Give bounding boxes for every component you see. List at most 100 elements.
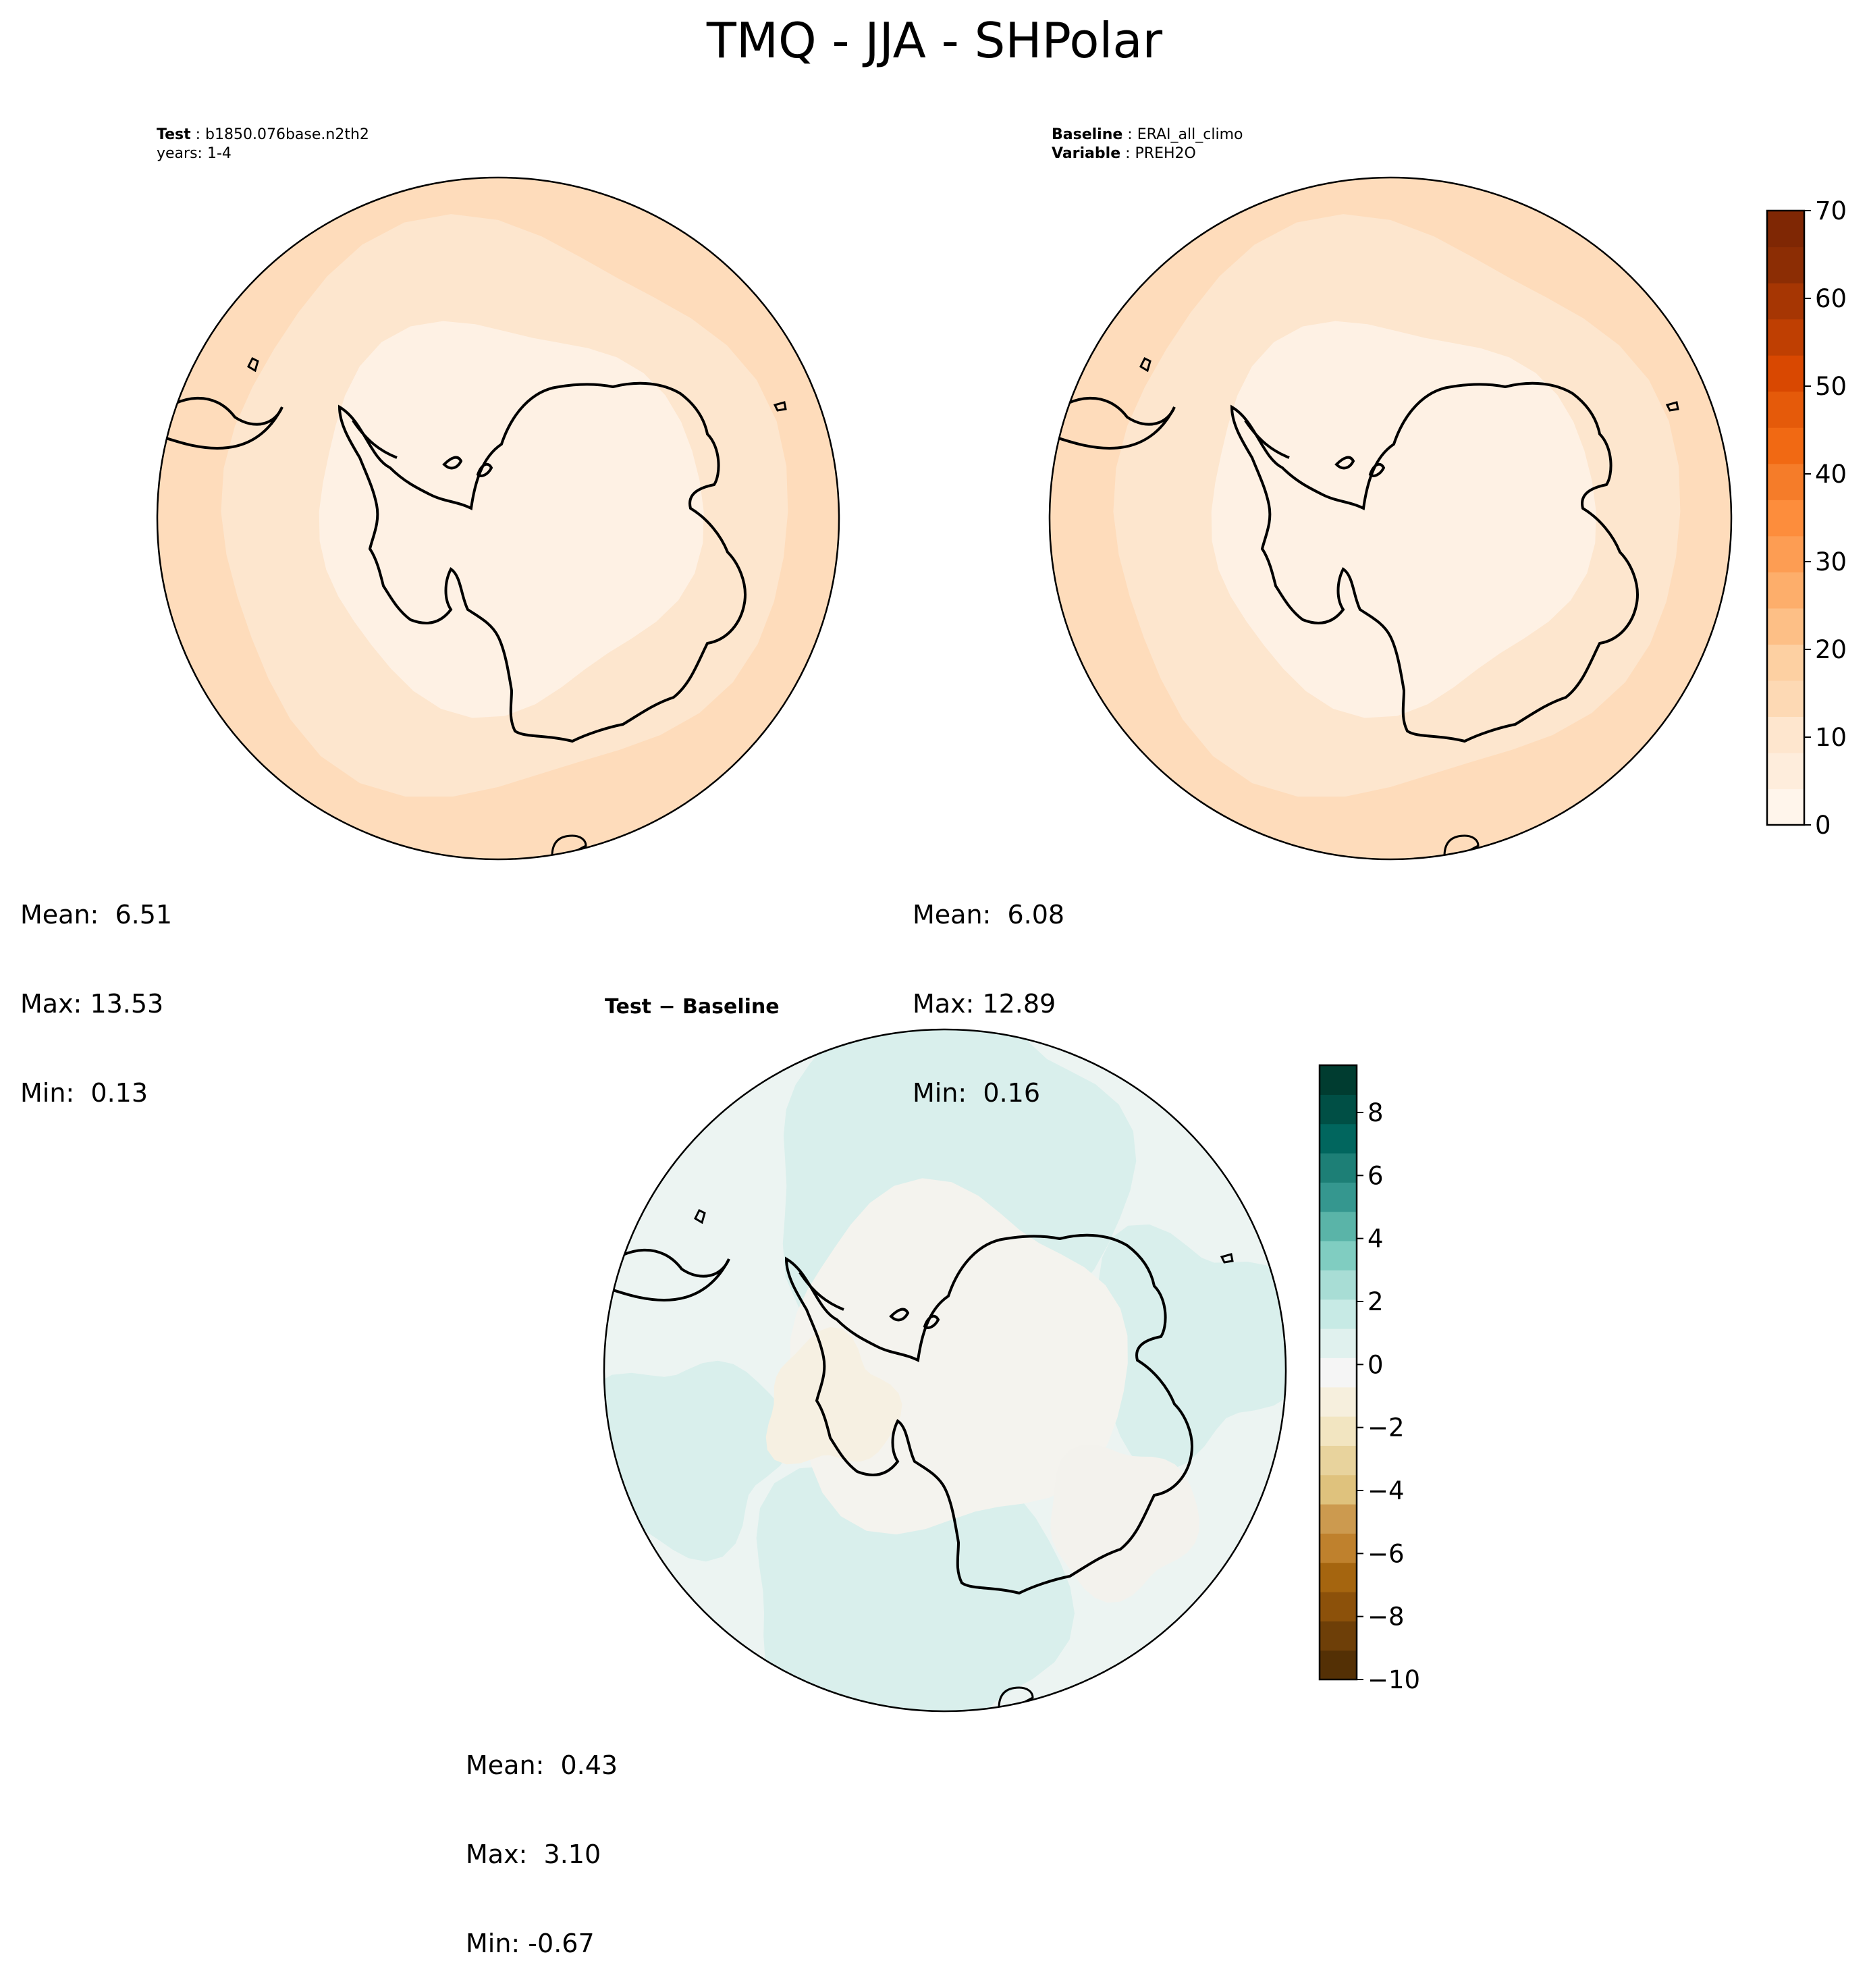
test-label-key: Test [157,126,191,143]
difference-colorbar-tick-label: −2 [1367,1414,1405,1443]
absolute-colorbar-segment [1767,788,1804,826]
difference-colorbar-frame [1318,1064,1358,1681]
test-label-value: b1850.076base.n2th2 [205,126,369,143]
difference-colorbar-segment [1320,1445,1357,1476]
baseline-stats: Mean: 6.08 Max: 12.89 Min: 0.16 [913,840,1064,1137]
difference-south-america-tip [604,1248,730,1301]
difference-island-1 [694,1208,706,1225]
difference-colorbar-segment [1320,1270,1357,1300]
absolute-colorbar-segment [1767,463,1804,500]
baseline-map [1050,178,1731,859]
absolute-colorbar-segment [1767,535,1804,572]
difference-colorbar-tick-label: 2 [1367,1287,1384,1316]
difference-colorbar-tick-label: 0 [1367,1350,1384,1379]
absolute-colorbar-segment [1767,319,1804,356]
difference-field-east [1087,1224,1286,1472]
difference-stats: Mean: 0.43 Max: 3.10 Min: -0.67 [466,1691,618,1988]
baseline-label-sep: : [1122,126,1137,143]
absolute-colorbar-segment [1767,752,1804,790]
absolute-colorbar-segment [1767,246,1804,284]
test-label-sep: : [190,126,206,143]
difference-island-2 [1220,1253,1234,1264]
difference-colorbar-segment [1320,1621,1357,1651]
test-map [157,178,839,859]
difference-map [604,1029,1286,1711]
baseline-label: Baseline : ERAI_all_climo Variable : PRE… [1052,126,1243,163]
difference-colorbar-segment [1320,1474,1357,1505]
baseline-south-america-tip [1050,396,1176,450]
difference-title: Test − Baseline [605,995,780,1019]
absolute-colorbar-segment [1767,391,1804,428]
difference-stat-max: Max: 3.10 [466,1839,601,1869]
absolute-colorbar-tick-label: 70 [1815,196,1847,225]
absolute-colorbar-segment [1767,608,1804,645]
difference-map-boundary [603,1028,1287,1713]
test-years: years: 1-4 [157,145,232,162]
absolute-colorbar-segment [1767,211,1804,248]
difference-colorbar-segment [1320,1592,1357,1621]
difference-colorbar-segment [1320,1153,1357,1183]
difference-colorbar-tick-label: −6 [1367,1539,1405,1568]
test-south-america-tip [157,396,283,450]
absolute-colorbar-tick-label: 50 [1815,372,1847,401]
absolute-colorbar-frame [1766,209,1806,826]
test-field-inner [319,321,704,718]
difference-colorbar-segment [1320,1533,1357,1563]
figure-title: TMQ - JJA - SHPolar [706,12,1163,69]
absolute-colorbar-tick-label: 20 [1815,635,1847,664]
difference-colorbar-segment [1320,1504,1357,1534]
difference-field-south [756,1466,1075,1711]
baseline-field-inner [1211,321,1596,718]
baseline-stat-mean: Mean: 6.08 [913,900,1065,930]
absolute-colorbar-segment [1767,427,1804,464]
absolute-colorbar-tick-label: 60 [1815,284,1847,313]
test-stat-max: Max: 13.53 [20,989,164,1019]
difference-colorbar-segment [1320,1650,1357,1680]
difference-colorbar-segment [1320,1562,1357,1592]
baseline-label-key: Baseline [1052,126,1123,143]
absolute-colorbar-tick-label: 30 [1815,547,1847,576]
difference-colorbar-segment [1320,1358,1357,1388]
difference-colorbar-segment [1320,1241,1357,1270]
baseline-label-value: ERAI_all_climo [1137,126,1243,143]
baseline-stat-max: Max: 12.89 [913,989,1056,1019]
absolute-colorbar-segment [1767,644,1804,681]
test-stats: Mean: 6.51 Max: 13.53 Min: 0.13 [20,840,172,1137]
absolute-colorbar-tick-label: 40 [1815,460,1847,489]
difference-colorbar-tick-label: 8 [1367,1098,1384,1127]
absolute-colorbar-segment [1767,355,1804,392]
difference-colorbar-segment [1320,1065,1357,1095]
difference-colorbar-tick-label: 6 [1367,1161,1384,1190]
absolute-colorbar-tick-label: 0 [1815,811,1831,840]
absolute-colorbar-segment [1767,716,1804,753]
difference-colorbar-tick-label: −4 [1367,1476,1405,1505]
difference-colorbar-segment [1320,1416,1357,1446]
baseline-variable-key: Variable [1052,145,1121,162]
baseline-island-1 [1139,356,1152,373]
baseline-island-2 [1665,401,1679,412]
difference-stat-min: Min: -0.67 [466,1929,595,1958]
test-stat-min: Min: 0.13 [20,1078,148,1108]
difference-field-negative [765,1326,902,1465]
difference-colorbar-segment [1320,1123,1357,1154]
absolute-colorbar-segment [1767,680,1804,718]
difference-colorbar-tick-label: −10 [1367,1665,1420,1694]
test-island-2 [773,401,787,412]
test-stat-mean: Mean: 6.51 [20,900,173,930]
absolute-colorbar-segment [1767,283,1804,320]
difference-colorbar-segment [1320,1182,1357,1212]
baseline-map-boundary [1048,176,1733,861]
baseline-variable-sep: : [1120,145,1135,162]
difference-colorbar-segment [1320,1211,1357,1241]
difference-colorbar-tick-label: −8 [1367,1603,1405,1632]
difference-colorbar-segment [1320,1387,1357,1417]
difference-colorbar-segment [1320,1094,1357,1125]
baseline-variable-value: PREH2O [1135,145,1196,162]
test-island-1 [247,356,259,373]
test-label: Test : b1850.076base.n2th2 years: 1-4 [157,126,369,163]
difference-field-west [604,1360,794,1562]
absolute-colorbar-segment [1767,572,1804,609]
absolute-colorbar-tick-label: 10 [1815,723,1847,752]
absolute-colorbar-segment [1767,500,1804,537]
